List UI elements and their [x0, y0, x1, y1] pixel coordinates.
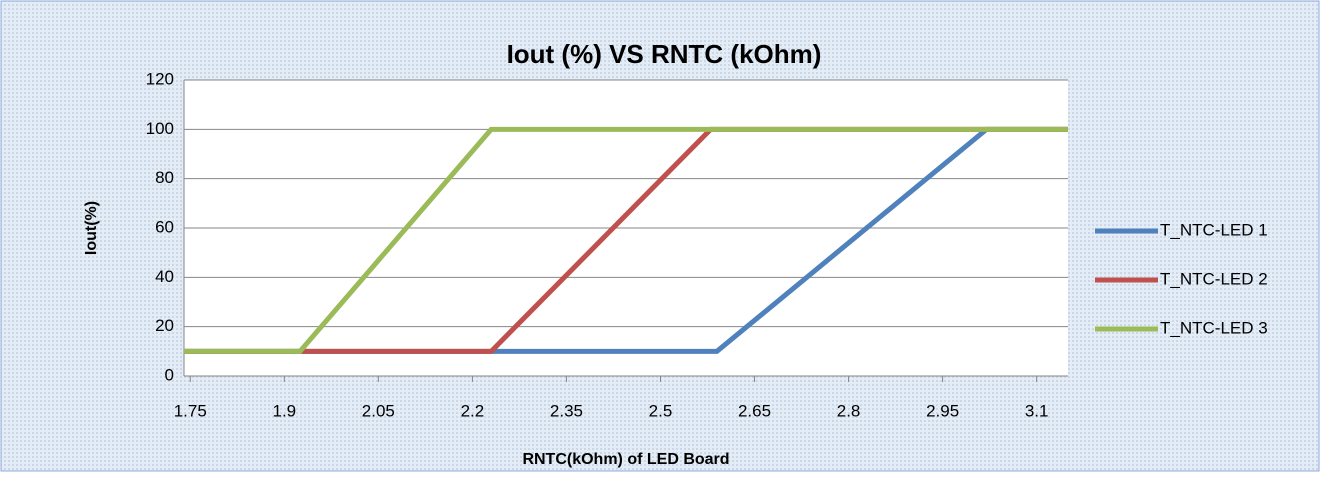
- y-tick-label: 120: [146, 69, 174, 88]
- x-tick-label: 2.95: [926, 401, 959, 420]
- y-tick-label: 0: [165, 365, 174, 384]
- y-tick-label: 60: [155, 217, 174, 236]
- x-tick-label: 2.35: [550, 401, 583, 420]
- y-tick-label: 40: [155, 267, 174, 286]
- x-tick-label: 2.2: [461, 401, 485, 420]
- x-tick-label: 1.75: [174, 401, 207, 420]
- x-tick-label: 2.5: [649, 401, 673, 420]
- y-tick-label: 20: [155, 316, 174, 335]
- x-axis-label: RNTC(kOhm) of LED Board: [522, 451, 729, 468]
- y-axis-label: Iout(%): [83, 201, 100, 255]
- legend-label: T_NTC-LED 3: [1160, 318, 1268, 337]
- legend-label: T_NTC-LED 1: [1160, 220, 1268, 239]
- chart-title: Iout (%) VS RNTC (kOhm): [507, 39, 822, 69]
- y-tick-label: 100: [146, 119, 174, 138]
- x-tick-label: 3.1: [1025, 401, 1049, 420]
- series-line: [184, 126, 1068, 354]
- legend-label: T_NTC-LED 2: [1160, 269, 1268, 288]
- x-tick-label: 2.8: [837, 401, 861, 420]
- y-tick-label: 80: [155, 168, 174, 187]
- x-tick-label: 2.05: [362, 401, 395, 420]
- x-tick-label: 2.65: [738, 401, 771, 420]
- x-tick-label: 1.9: [272, 401, 296, 420]
